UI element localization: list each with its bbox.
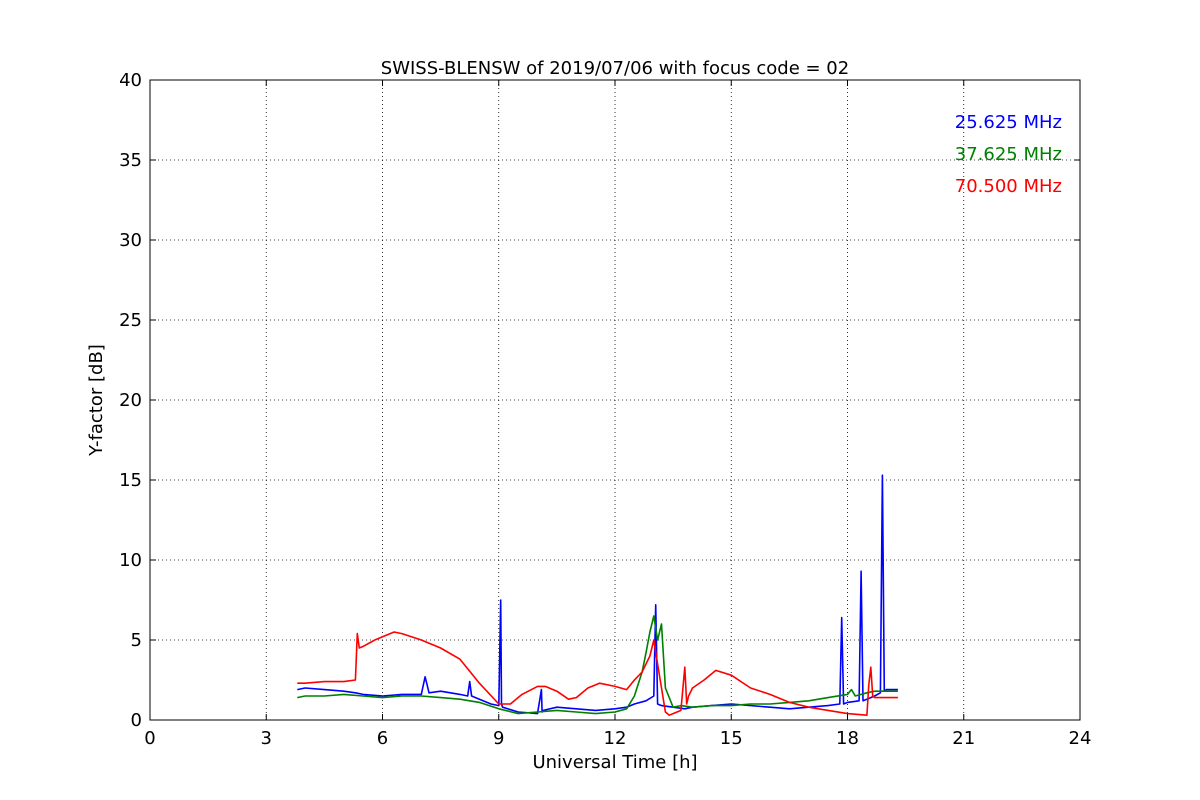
series-line-70-500-mhz [297, 631, 898, 717]
y-tick-label: 5 [131, 630, 142, 651]
x-tick-label: 9 [493, 728, 504, 749]
x-tick-label: 0 [144, 728, 155, 749]
x-tick-label: 21 [952, 728, 975, 749]
y-tick-label: 30 [119, 230, 142, 251]
x-tick-label: 6 [377, 728, 388, 749]
series-line-37-625-mhz [297, 615, 898, 715]
y-axis-label: Y-factor [dB] [86, 344, 107, 457]
series-layer [297, 474, 898, 717]
x-axis-label: Universal Time [h] [532, 752, 697, 773]
y-tick-label: 40 [119, 70, 142, 91]
legend-entry: 25.625 MHz [955, 112, 1062, 133]
y-tick-label: 0 [131, 710, 142, 731]
ticks: 0 3 6 9 12 15 18 21 24 0 5 10 15 20 25 30 35 40 [119, 70, 1091, 749]
grid [150, 80, 1080, 720]
x-tick-label: 18 [836, 728, 859, 749]
y-tick-label: 15 [119, 470, 142, 491]
y-tick-label: 25 [119, 310, 142, 331]
series-line-25-625-mhz [297, 474, 898, 715]
chart-title: SWISS-BLENSW of 2019/07/06 with focus co… [381, 58, 849, 79]
x-tick-label: 15 [720, 728, 743, 749]
legend: 25.625 MHz 37.625 MHz 70.500 MHz [955, 112, 1062, 197]
x-tick-label: 24 [1069, 728, 1092, 749]
x-tick-label: 3 [261, 728, 272, 749]
y-tick-label: 10 [119, 550, 142, 571]
legend-entry: 37.625 MHz [955, 144, 1062, 165]
legend-entry: 70.500 MHz [955, 176, 1062, 197]
y-tick-label: 35 [119, 150, 142, 171]
y-tick-label: 20 [119, 390, 142, 411]
x-tick-label: 12 [604, 728, 627, 749]
